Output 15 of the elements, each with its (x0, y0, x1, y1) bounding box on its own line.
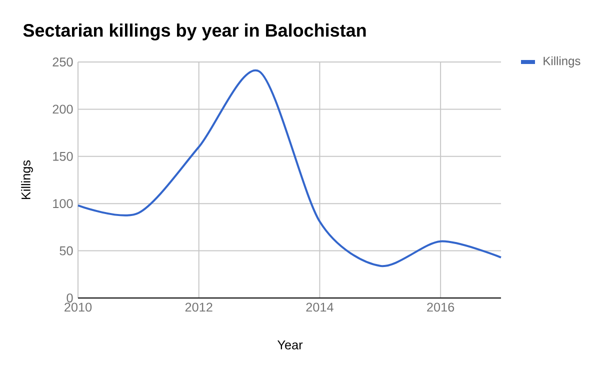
legend-label: Killings (544, 56, 580, 68)
x-tick-label: 2012 (185, 302, 212, 312)
y-tick-label: 0 (66, 294, 73, 302)
y-tick-label: 100 (53, 199, 73, 208)
y-tick-label: 50 (60, 246, 73, 256)
chart-title: Sectarian killings by year in Balochistan (23, 24, 366, 40)
y-tick-label: 250 (52, 58, 73, 66)
y-axis-title: Killings (21, 160, 33, 200)
x-tick-label: 2014 (306, 302, 334, 312)
y-tick-label: 200 (52, 104, 73, 114)
line-series (77, 69, 502, 267)
y-tick-label: 150 (53, 152, 73, 161)
x-tick-label: 2016 (427, 302, 454, 312)
x-axis-title: Year (277, 340, 303, 350)
x-tick-label: 2010 (64, 302, 92, 312)
